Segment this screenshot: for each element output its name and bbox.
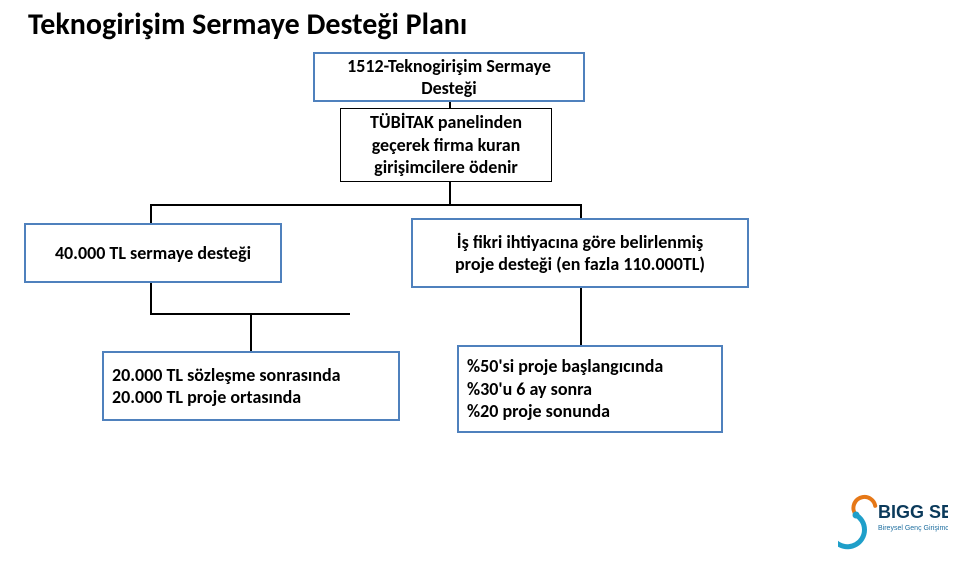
connector-line xyxy=(580,204,582,218)
box-line: geçerek firma kuran xyxy=(370,134,522,157)
box-content: TÜBİTAK panelindengeçerek firma kurangir… xyxy=(370,111,522,179)
flow-box-bottom-left: 20.000 TL sözleşme sonrasında20.000 TL p… xyxy=(102,351,400,421)
connector-line xyxy=(150,204,580,206)
flow-box-top: 1512-Teknogirişim SermayeDesteği xyxy=(313,52,585,102)
box-line: Desteği xyxy=(347,77,551,100)
box-line: İş fikri ihtiyacına göre belirlenmiş xyxy=(455,231,705,254)
flow-box-bottom-right: %50'si proje başlangıcında%30'u 6 ay son… xyxy=(457,345,723,433)
box-line: 40.000 TL sermaye desteği xyxy=(55,242,251,265)
connector-line xyxy=(449,102,451,108)
box-line: TÜBİTAK panelinden xyxy=(370,111,522,134)
box-line: %20 proje sonunda xyxy=(467,400,663,423)
flow-box-sub: TÜBİTAK panelindengeçerek firma kurangir… xyxy=(340,108,552,182)
svg-text:BIGG SEA: BIGG SEA xyxy=(878,502,948,522)
box-content: 20.000 TL sözleşme sonrasında20.000 TL p… xyxy=(112,364,341,409)
box-line: proje desteği (en fazla 110.000TL) xyxy=(455,253,705,276)
svg-text:Bireysel Genç Girişimci: Bireysel Genç Girişimci xyxy=(878,525,948,532)
biggsea-logo-svg: BIGG SEA Bireysel Genç Girişimci xyxy=(838,480,948,550)
connector-line xyxy=(580,288,582,345)
box-line: girişimcilere ödenir xyxy=(370,156,522,179)
flow-box-left: 40.000 TL sermaye desteği xyxy=(24,223,282,283)
flow-box-right: İş fikri ihtiyacına göre belirlenmişproj… xyxy=(411,218,749,288)
biggsea-logo: BIGG SEA Bireysel Genç Girişimci xyxy=(838,480,948,550)
box-content: 1512-Teknogirişim SermayeDesteği xyxy=(347,55,551,100)
box-content: İş fikri ihtiyacına göre belirlenmişproj… xyxy=(455,231,705,276)
box-content: 40.000 TL sermaye desteği xyxy=(55,242,251,265)
connector-line xyxy=(250,313,252,351)
box-line: %30'u 6 ay sonra xyxy=(467,378,663,401)
page-title-text: Teknogirişim Sermaye Desteği Planı xyxy=(28,6,467,43)
connector-line xyxy=(150,204,152,223)
connector-line xyxy=(449,182,451,204)
page-title: Teknogirişim Sermaye Desteği Planı xyxy=(28,6,467,43)
box-line: 1512-Teknogirişim Sermaye xyxy=(347,55,551,78)
box-line: 20.000 TL sözleşme sonrasında xyxy=(112,364,341,387)
box-line: 20.000 TL proje ortasında xyxy=(112,386,341,409)
box-line: %50'si proje başlangıcında xyxy=(467,355,663,378)
box-content: %50'si proje başlangıcında%30'u 6 ay son… xyxy=(467,355,663,423)
connector-line xyxy=(150,283,152,313)
